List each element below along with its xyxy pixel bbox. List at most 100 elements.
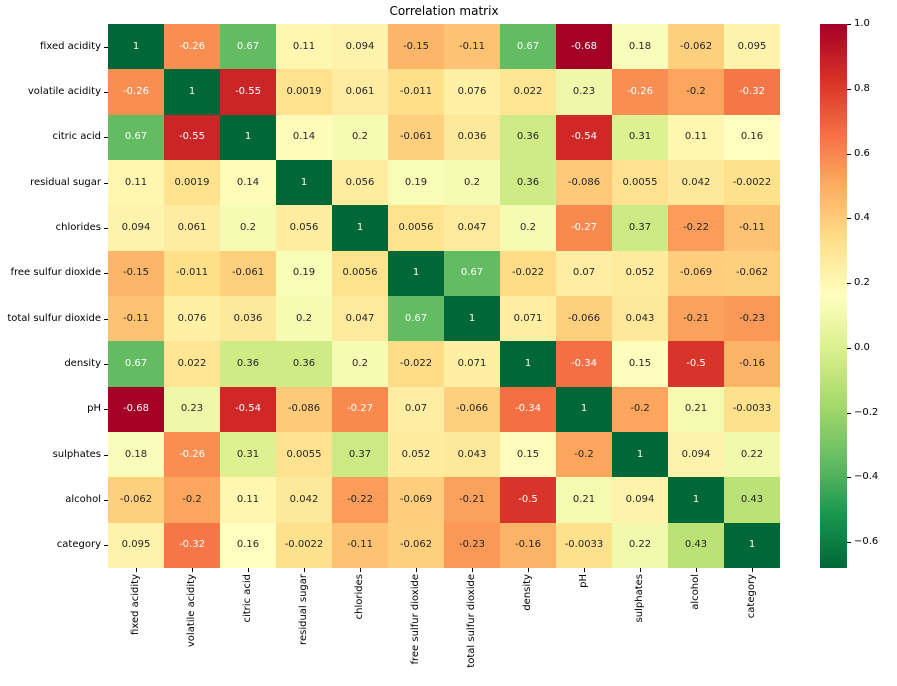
- heatmap-cell: -0.23: [444, 522, 500, 568]
- heatmap-cell: -0.062: [388, 522, 444, 568]
- heatmap-cell: -0.21: [444, 477, 500, 523]
- colorbar-tick-label: 0.8: [854, 82, 870, 94]
- x-tick-label: chlorides: [354, 574, 365, 620]
- heatmap-cell: 0.22: [612, 522, 668, 568]
- y-tick-mark: [104, 545, 108, 547]
- x-tick-label: volatile acidity: [186, 574, 197, 648]
- heatmap-cell: 0.0056: [332, 250, 388, 296]
- y-tick-label: sulphates: [52, 448, 101, 460]
- heatmap-cell: 0.094: [108, 205, 164, 251]
- heatmap-cell: 1: [108, 24, 164, 70]
- heatmap-cell: -0.32: [164, 522, 220, 568]
- heatmap-cell: 0.21: [668, 386, 724, 432]
- heatmap-cell: -0.68: [556, 24, 612, 70]
- heatmap-cell: 0.042: [276, 477, 332, 523]
- heatmap-cell: 0.67: [108, 341, 164, 387]
- heatmap-cell: 0.071: [500, 295, 556, 342]
- heatmap-cell: 0.36: [500, 159, 556, 206]
- heatmap-cell: 0.2: [332, 114, 388, 160]
- x-tick-label: category: [746, 574, 757, 619]
- y-tick-label: alcohol: [65, 494, 101, 505]
- y-tick-mark: [104, 273, 108, 275]
- heatmap-cell: -0.022: [388, 341, 444, 387]
- heatmap-cell: -0.11: [108, 295, 164, 342]
- heatmap-cell: 0.061: [164, 205, 220, 251]
- heatmap-cell: 1: [612, 431, 668, 478]
- heatmap-cell: 0.095: [724, 24, 780, 70]
- heatmap-cell: -0.27: [556, 205, 612, 251]
- heatmap-cell: 0.076: [444, 69, 500, 115]
- colorbar-tick-mark: [847, 153, 851, 155]
- heatmap-cell: 0.36: [220, 341, 276, 387]
- heatmap-cell: 0.043: [444, 431, 500, 478]
- heatmap-cell: 0.21: [556, 477, 612, 523]
- heatmap-cell: -0.16: [724, 341, 780, 387]
- y-tick-mark: [104, 318, 108, 320]
- y-tick-mark: [104, 454, 108, 456]
- heatmap-cell: 1: [500, 341, 556, 387]
- heatmap-cell: 0.14: [276, 114, 332, 160]
- y-tick-label: fixed acidity: [40, 40, 101, 52]
- x-tick-mark: [248, 568, 249, 572]
- heatmap-cell: 1: [276, 159, 332, 206]
- heatmap-cell: -0.55: [164, 114, 220, 160]
- heatmap-cell: 0.23: [164, 386, 220, 432]
- heatmap-cell: -0.5: [500, 477, 556, 523]
- heatmap-cell: 0.11: [276, 24, 332, 70]
- heatmap-cell: 1: [332, 205, 388, 251]
- colorbar-tick-label: −0.6: [854, 536, 879, 548]
- y-tick-label: density: [64, 358, 101, 369]
- x-tick-mark: [752, 568, 753, 572]
- heatmap-cell: -0.34: [556, 341, 612, 387]
- heatmap-cell: 0.095: [108, 522, 164, 568]
- colorbar-tick-label: 0.6: [854, 147, 870, 159]
- x-tick-mark: [640, 568, 641, 572]
- heatmap-cell: 0.67: [388, 295, 444, 342]
- heatmap-cell: 0.22: [724, 431, 780, 478]
- heatmap-cell: 0.67: [220, 24, 276, 70]
- heatmap-cell: 0.056: [276, 205, 332, 251]
- heatmap-cell: -0.011: [164, 250, 220, 296]
- heatmap-cell: -0.22: [668, 205, 724, 251]
- heatmap-cell: 0.11: [108, 159, 164, 206]
- heatmap-cell: 1: [444, 295, 500, 342]
- heatmap-cell: 0.36: [500, 114, 556, 160]
- y-tick-label: total sulfur dioxide: [7, 312, 101, 324]
- heatmap-cell: 0.07: [556, 250, 612, 296]
- x-tick-label: fixed acidity: [130, 574, 141, 635]
- heatmap-cell: 0.043: [612, 295, 668, 342]
- heatmap-cell: -0.34: [500, 386, 556, 432]
- colorbar-tick-label: −0.2: [854, 406, 879, 418]
- heatmap-cell: -0.26: [108, 69, 164, 115]
- x-tick-mark: [696, 568, 697, 572]
- heatmap-cell: -0.066: [556, 295, 612, 342]
- x-tick-label: sulphates: [634, 574, 645, 623]
- heatmap-cell: -0.011: [388, 69, 444, 115]
- heatmap-cell: 0.076: [164, 295, 220, 342]
- heatmap-cell: 0.11: [220, 477, 276, 523]
- x-tick-label: alcohol: [690, 574, 701, 610]
- colorbar-tick-mark: [847, 477, 851, 479]
- heatmap-cell: 0.094: [332, 24, 388, 70]
- heatmap-cell: -0.086: [556, 159, 612, 206]
- heatmap-cell: 0.036: [220, 295, 276, 342]
- heatmap-cell: 0.43: [668, 522, 724, 568]
- heatmap-cell: -0.55: [220, 69, 276, 115]
- heatmap-cell: -0.061: [388, 114, 444, 160]
- heatmap-cell: 1: [388, 250, 444, 296]
- x-tick-mark: [136, 568, 137, 572]
- heatmap-cell: 0.23: [556, 69, 612, 115]
- heatmap-cell: -0.26: [164, 24, 220, 70]
- heatmap-cell: -0.27: [332, 386, 388, 432]
- x-tick-mark: [192, 568, 193, 572]
- y-tick-mark: [104, 500, 108, 501]
- heatmap-cell: 0.67: [500, 24, 556, 70]
- colorbar-tick-mark: [847, 283, 851, 285]
- x-tick-mark: [416, 568, 417, 572]
- heatmap-cell: 1: [668, 477, 724, 523]
- y-tick-label: citric acid: [52, 131, 101, 143]
- colorbar-tick-label: 0.4: [854, 212, 870, 224]
- heatmap-cell: -0.0033: [724, 386, 780, 432]
- x-tick-mark: [304, 568, 305, 572]
